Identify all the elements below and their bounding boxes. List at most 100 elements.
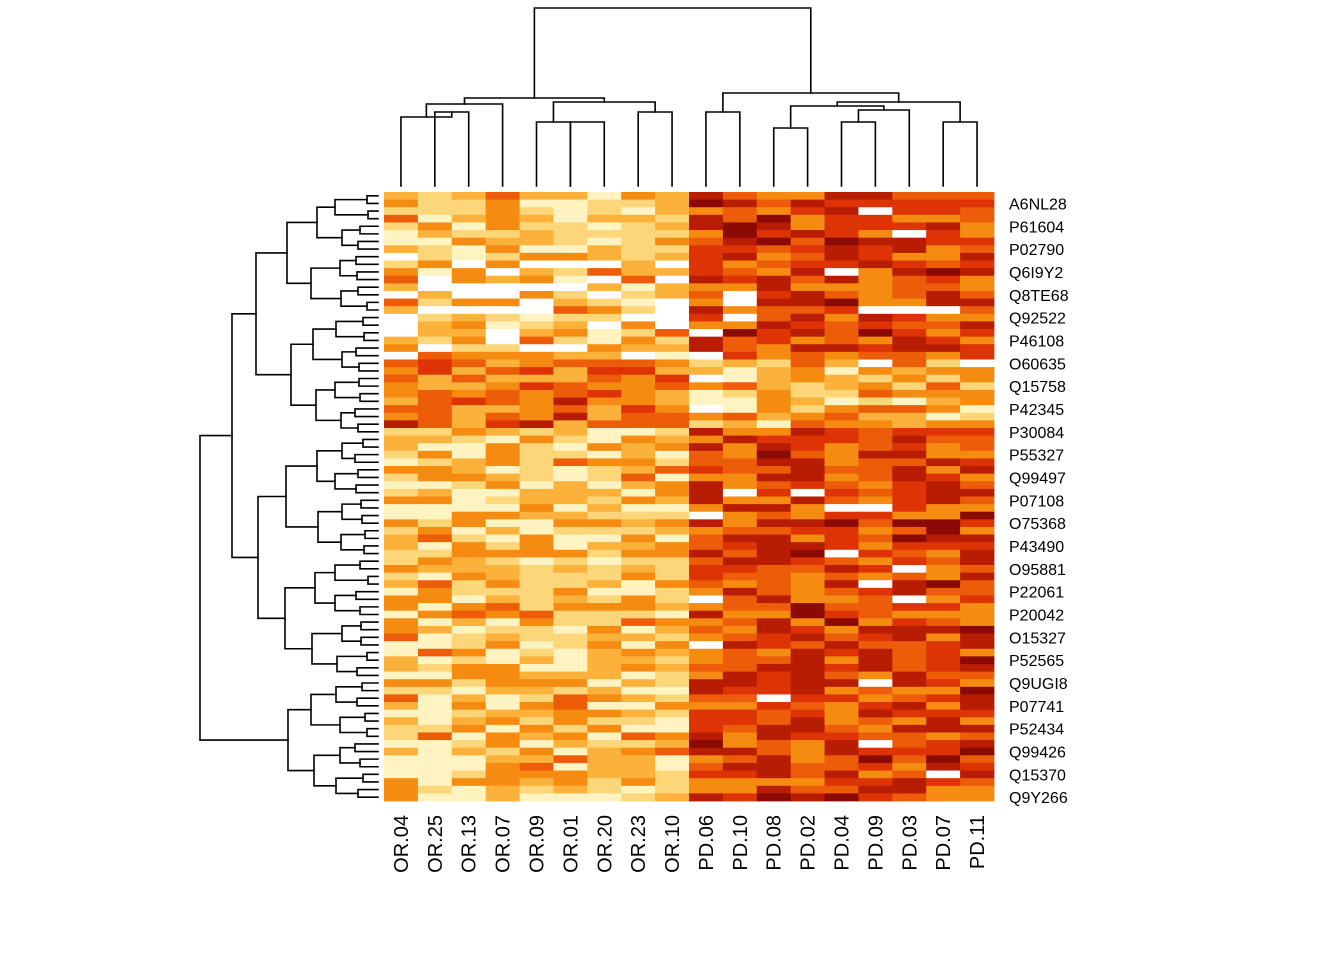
heatmap-cell xyxy=(384,740,419,749)
heatmap-cell xyxy=(756,473,792,482)
heatmap-cell xyxy=(485,290,520,299)
heatmap-cell xyxy=(384,260,419,269)
heatmap-cell xyxy=(417,709,453,718)
heatmap-cell xyxy=(722,618,758,627)
heatmap-cell xyxy=(417,245,453,254)
heatmap-cell xyxy=(621,618,656,627)
heatmap-cell xyxy=(485,526,520,535)
heatmap-cell xyxy=(519,740,554,749)
heatmap-cell xyxy=(519,686,554,695)
heatmap-cell xyxy=(858,389,893,398)
heatmap-cell xyxy=(689,336,724,345)
heatmap-cell xyxy=(790,557,825,566)
heatmap-cell xyxy=(892,427,927,436)
heatmap-cell xyxy=(892,351,927,360)
heatmap-cell xyxy=(756,260,792,269)
row-label: Q15370 xyxy=(1009,767,1066,784)
heatmap-cell xyxy=(756,656,792,665)
heatmap-cell xyxy=(689,778,724,787)
heatmap-cell xyxy=(587,443,622,452)
heatmap-cell xyxy=(926,519,961,528)
heatmap-cell xyxy=(689,466,724,475)
heatmap-cell xyxy=(553,663,588,672)
heatmap-cell xyxy=(451,496,487,505)
row-label: Q9UGI8 xyxy=(1009,676,1068,693)
heatmap-cell xyxy=(384,481,419,490)
heatmap-cell xyxy=(485,382,520,391)
heatmap-cell xyxy=(722,671,758,680)
heatmap-cell xyxy=(451,580,487,589)
heatmap-cell xyxy=(689,367,724,376)
heatmap-cell xyxy=(858,717,893,726)
heatmap-cell xyxy=(519,458,554,467)
row-label: P22061 xyxy=(1009,585,1064,602)
heatmap-cell xyxy=(790,230,825,239)
heatmap-cell xyxy=(553,473,588,482)
heatmap-cell xyxy=(858,344,893,353)
heatmap-cell xyxy=(621,473,656,482)
dendrogram-branch xyxy=(310,267,342,300)
heatmap-cell xyxy=(384,686,419,695)
heatmap-cell xyxy=(858,694,893,703)
heatmap-cell xyxy=(485,557,520,566)
heatmap-cell xyxy=(417,625,453,634)
heatmap-cell xyxy=(960,648,995,657)
heatmap-cell xyxy=(519,199,554,208)
dendrogram-branch xyxy=(335,320,365,338)
heatmap-cell xyxy=(655,412,690,421)
heatmap-cell xyxy=(485,321,520,330)
heatmap-cell xyxy=(960,329,995,338)
heatmap-cell xyxy=(824,770,859,779)
heatmap-cell xyxy=(519,557,554,566)
heatmap-cell xyxy=(553,496,588,505)
dendrogram-branch xyxy=(361,514,379,524)
heatmap-cell xyxy=(621,793,656,802)
heatmap-cell xyxy=(417,686,453,695)
heatmap-cell xyxy=(587,656,622,665)
heatmap-cell xyxy=(824,595,859,604)
heatmap-cell xyxy=(824,230,859,239)
heatmap-cell xyxy=(519,321,554,330)
heatmap-cell xyxy=(485,237,520,246)
heatmap-cell xyxy=(824,755,859,764)
heatmap-cell xyxy=(892,740,927,749)
heatmap-cell xyxy=(451,405,487,414)
heatmap-cell xyxy=(451,542,487,551)
heatmap-cell xyxy=(553,770,588,779)
heatmap-cell xyxy=(960,557,995,566)
heatmap-cell xyxy=(960,192,995,201)
heatmap-cell xyxy=(722,694,758,703)
heatmap-cell xyxy=(689,214,724,223)
heatmap-cell xyxy=(926,481,961,490)
heatmap-cell xyxy=(417,694,453,703)
dendrogram-branch xyxy=(637,111,673,187)
heatmap-cell xyxy=(824,717,859,726)
heatmap-cell xyxy=(689,435,724,444)
heatmap-cell xyxy=(689,618,724,627)
heatmap-cell xyxy=(892,329,927,338)
heatmap-cell xyxy=(926,298,961,307)
heatmap-cell xyxy=(858,534,893,543)
heatmap-cell xyxy=(689,572,724,581)
heatmap-cell xyxy=(587,778,622,787)
heatmap-cell xyxy=(689,648,724,657)
heatmap-cell xyxy=(892,488,927,497)
heatmap-cell xyxy=(960,663,995,672)
heatmap-cell xyxy=(926,679,961,688)
dendrogram-branch xyxy=(361,682,379,692)
heatmap-cell xyxy=(689,252,724,261)
heatmap-cell xyxy=(485,458,520,467)
heatmap-cell xyxy=(689,770,724,779)
heatmap-cell xyxy=(892,686,927,695)
heatmap-cell xyxy=(485,199,520,208)
heatmap-cell xyxy=(892,359,927,368)
dendrogram-branch xyxy=(335,686,363,703)
heatmap-cell xyxy=(417,382,453,391)
heatmap-cell xyxy=(451,207,487,216)
heatmap-cell xyxy=(451,762,487,771)
heatmap-cell xyxy=(858,397,893,406)
row-label: O15327 xyxy=(1009,630,1066,647)
heatmap-cell xyxy=(655,245,690,254)
heatmap-cell xyxy=(960,504,995,513)
heatmap-cell xyxy=(587,481,622,490)
